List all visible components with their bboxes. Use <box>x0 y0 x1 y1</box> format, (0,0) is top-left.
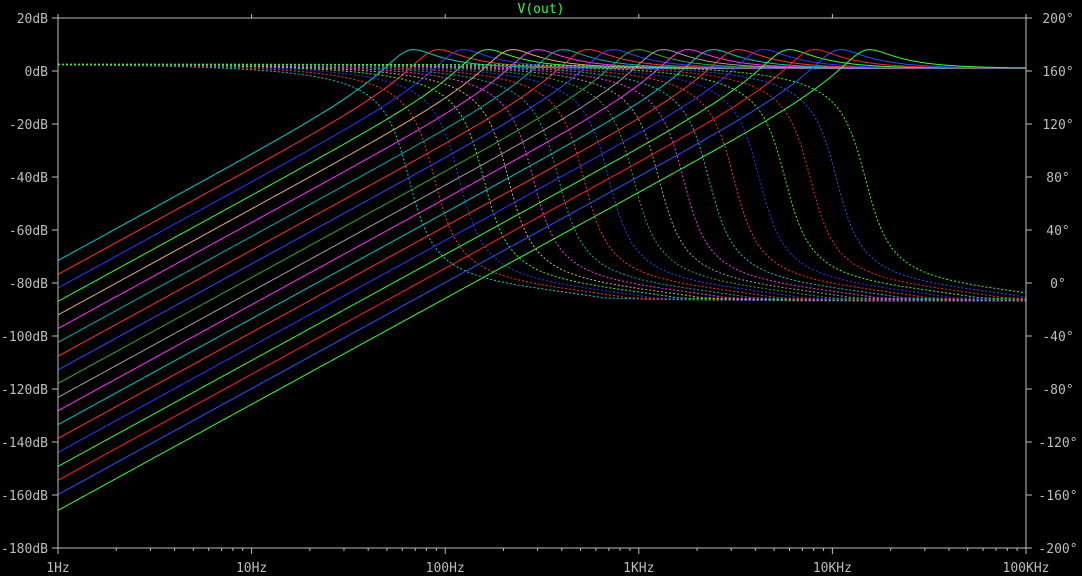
y-right-tick-label: 0° <box>1050 277 1066 292</box>
magnitude-series-line <box>57 49 1026 384</box>
phase-series-line <box>58 63 1026 301</box>
y-left-tick-label: -40dB <box>9 171 48 186</box>
y-right-tick-label: 200° <box>1042 12 1073 27</box>
y-right-tick-label: 120° <box>1042 118 1073 133</box>
x-tick-label: 100Hz <box>426 561 465 576</box>
magnitude-series-line <box>57 49 1026 511</box>
y-left-tick-label: -80dB <box>9 277 48 292</box>
magnitude-series-line <box>57 49 1026 481</box>
magnitude-series-line <box>57 49 1026 426</box>
magnitude-series-line <box>57 49 1026 453</box>
y-left-tick-label: -140dB <box>1 436 48 451</box>
axes-group: 1Hz 10Hz 100Hz 1KHz 10KHz 100KHz 20dB 0dB -20dB -… <box>1 12 1078 576</box>
x-tick-label: 10Hz <box>236 561 267 576</box>
phase-series-line <box>58 63 1026 301</box>
y-right-tick-label: 40° <box>1046 224 1069 239</box>
y-right-tick-label: 80° <box>1046 171 1069 186</box>
y-right-tick-label: -120° <box>1038 436 1077 451</box>
magnitude-series-line <box>57 49 1026 289</box>
y-right-tick-label: -80° <box>1042 383 1073 398</box>
y-right-tick-label: 160° <box>1042 65 1073 80</box>
y-left-tick-label: -60dB <box>9 224 48 239</box>
magnitude-series-line <box>57 49 1026 439</box>
x-tick-label: 10KHz <box>813 561 852 576</box>
y-right-tick-label: -200° <box>1038 542 1077 557</box>
y-left-tick-label: -100dB <box>1 330 48 345</box>
phase-series-line <box>58 63 1026 300</box>
y-left-tick-label: -180dB <box>1 542 48 557</box>
x-tick-label: 1Hz <box>46 561 69 576</box>
y-right-tick-label: -160° <box>1038 489 1077 504</box>
magnitude-series-line <box>57 49 1026 330</box>
curves-group <box>57 49 1027 511</box>
magnitude-series-line <box>57 49 1026 302</box>
plot-frame <box>57 17 1027 549</box>
magnitude-series-line <box>57 49 1026 467</box>
y-right-tick-label: -40° <box>1042 330 1073 345</box>
magnitude-series-line <box>57 49 1026 412</box>
y-left-tick-label: 0dB <box>25 65 49 80</box>
magnitude-series-line <box>57 49 1026 496</box>
x-tick-label: 100KHz <box>1003 561 1050 576</box>
x-tick-label: 1KHz <box>623 561 654 576</box>
chart-title: V(out) <box>518 2 565 17</box>
phase-series-line <box>58 63 1027 294</box>
phase-series-line <box>58 63 1027 301</box>
y-left-tick-label: -120dB <box>1 383 48 398</box>
magnitude-series-line <box>57 49 1026 357</box>
y-left-tick-label: -160dB <box>1 489 48 504</box>
y-left-tick-label: 20dB <box>17 12 48 27</box>
magnitude-series-line <box>57 49 1026 316</box>
y-left-tick-label: -20dB <box>9 118 48 133</box>
